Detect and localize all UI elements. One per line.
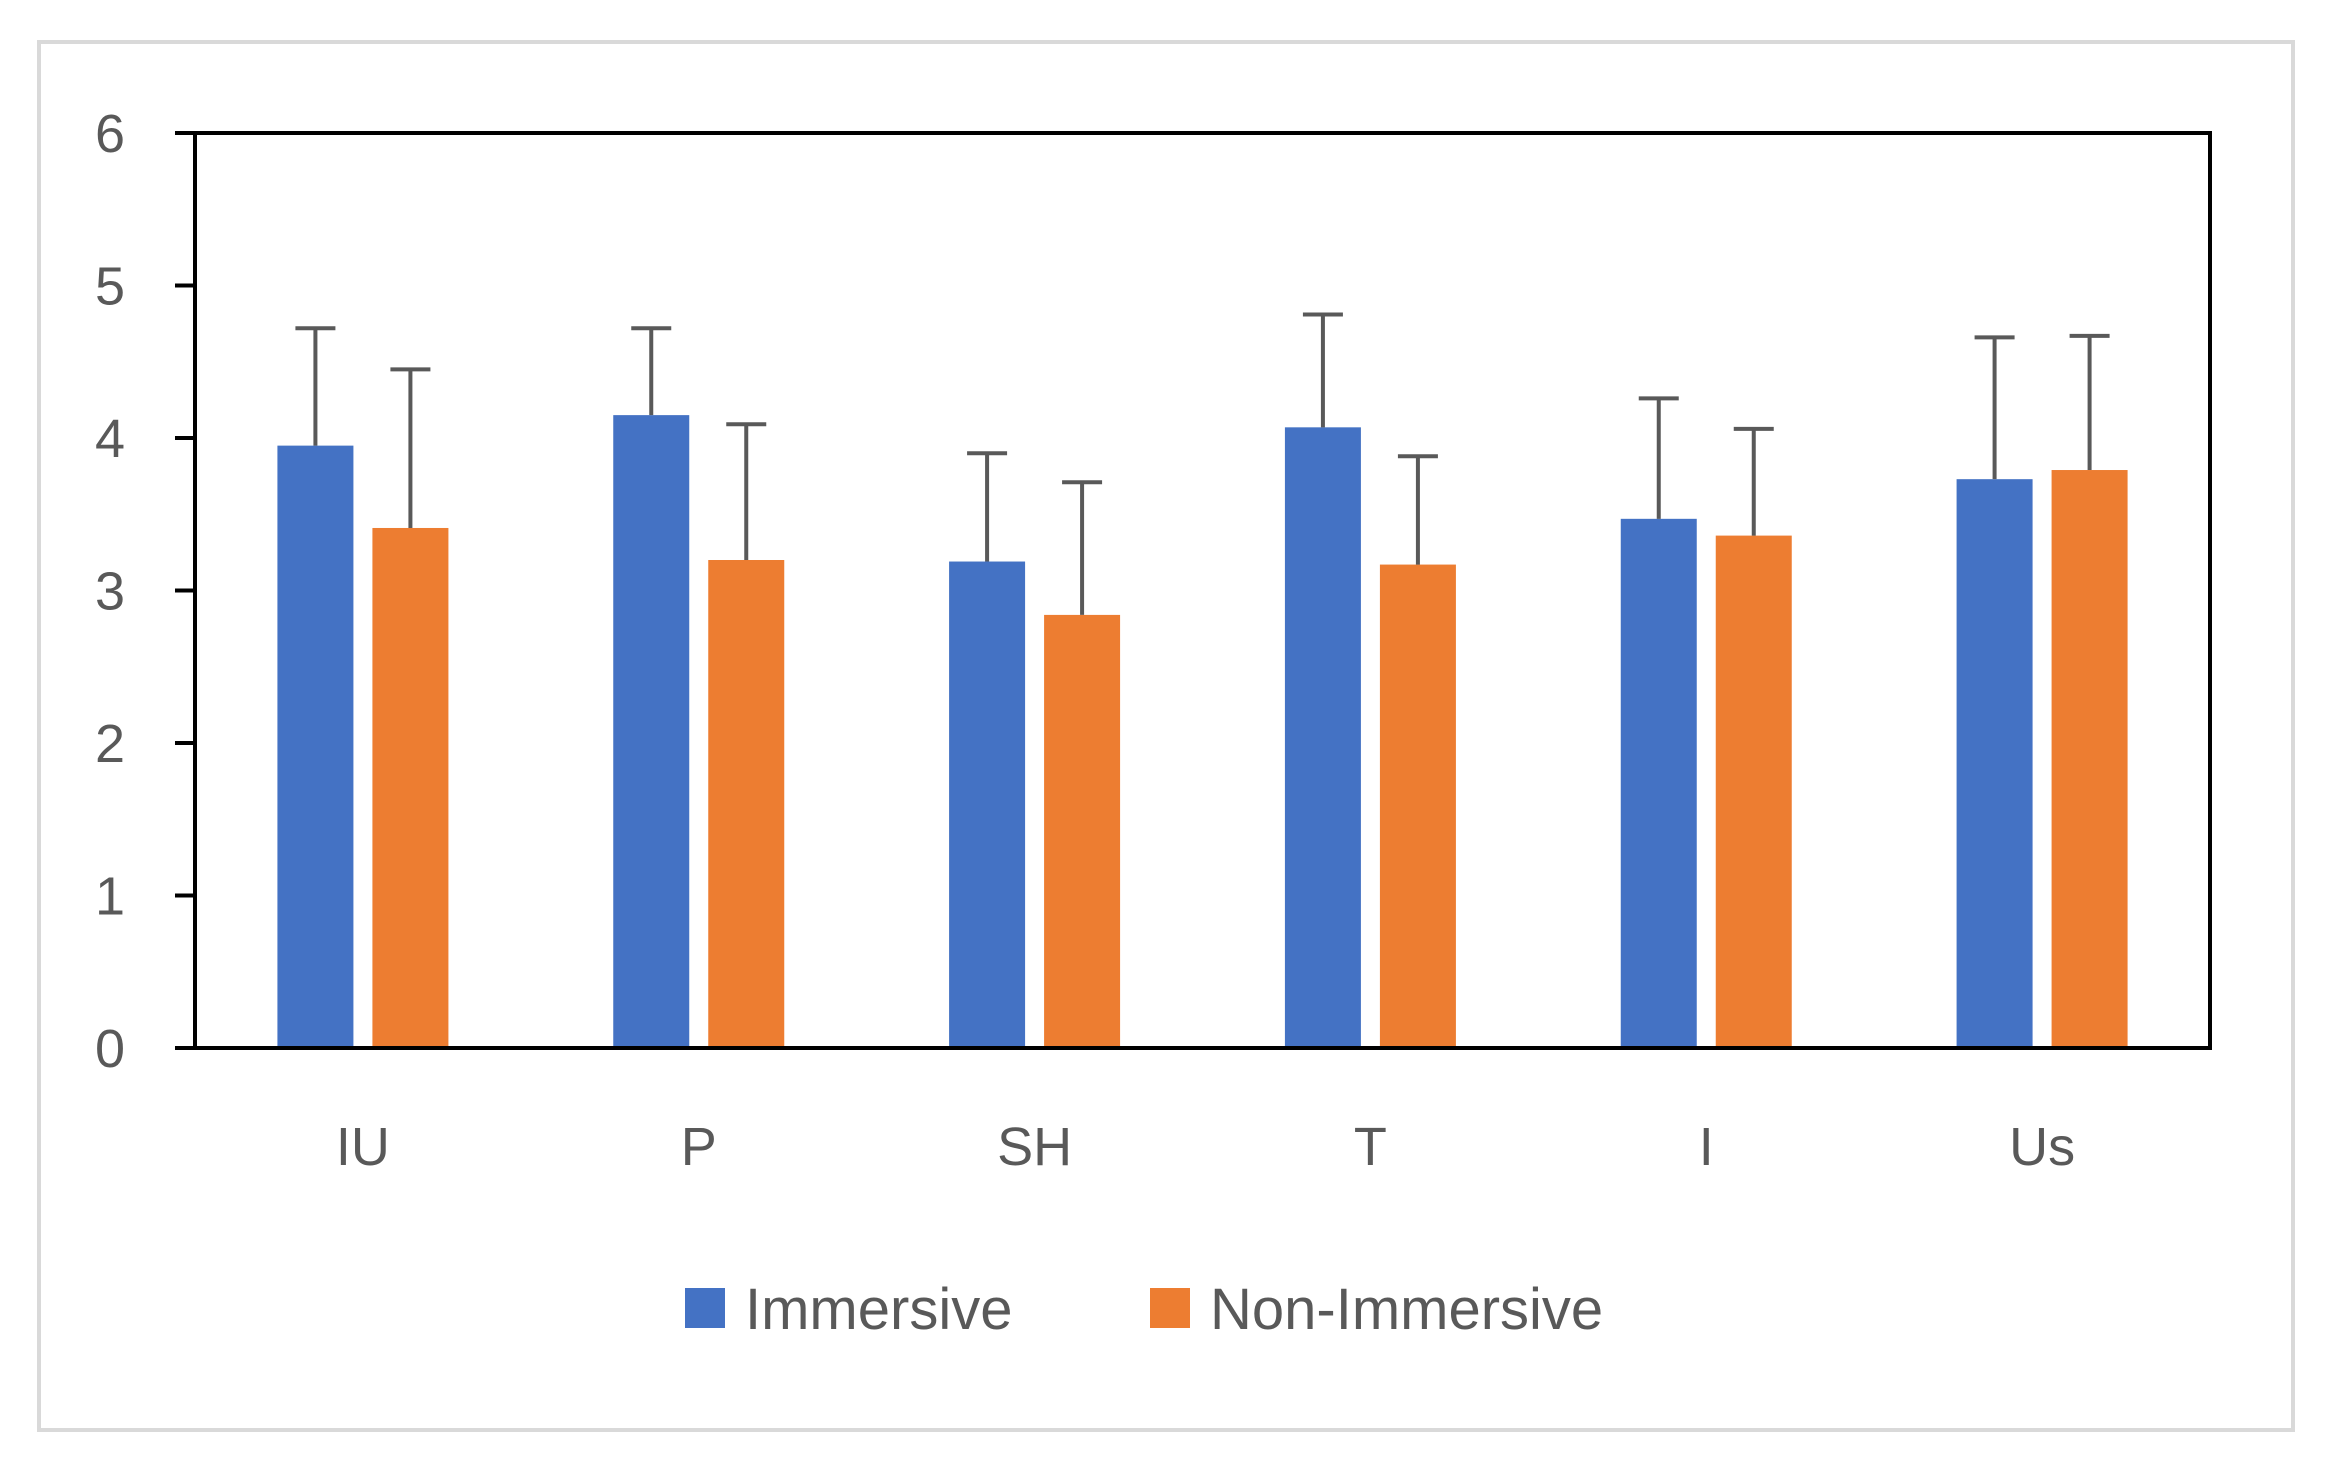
y-tick-label: 4 xyxy=(95,409,125,469)
y-tick-label: 2 xyxy=(95,714,125,774)
x-category-label: IU xyxy=(336,1117,390,1177)
plot-border xyxy=(193,131,2212,1050)
bar-non-immersive-t xyxy=(1379,564,1456,1048)
y-tick-label: 6 xyxy=(95,104,125,164)
y-axis-ticks: 0 1 2 3 4 5 6 xyxy=(95,104,195,1079)
legend-label: Non-Immersive xyxy=(1210,1277,1603,1342)
bar-immersive-i xyxy=(1620,518,1697,1048)
plot-area-border xyxy=(193,131,2212,1050)
bar-non-immersive-i xyxy=(1715,535,1792,1048)
legend: Immersive Non-Immersive xyxy=(685,1277,1603,1342)
legend-label: Immersive xyxy=(745,1277,1012,1342)
x-category-label: T xyxy=(1354,1117,1387,1177)
x-category-label: Us xyxy=(2009,1117,2075,1177)
x-category-label: P xyxy=(681,1117,717,1177)
bar-non-immersive-us xyxy=(2051,470,2128,1048)
bar-non-immersive-sh xyxy=(1044,614,1121,1048)
bar-immersive-us xyxy=(1956,479,2033,1048)
bar-immersive-sh xyxy=(949,561,1026,1048)
error-bars xyxy=(295,312,2110,615)
x-axis-categories: IU P SH T I Us xyxy=(336,1117,2075,1177)
y-tick-label: 3 xyxy=(95,562,125,622)
bar-non-immersive-iu xyxy=(372,527,449,1048)
bar-immersive-iu xyxy=(277,445,354,1048)
y-tick-label: 0 xyxy=(95,1019,125,1079)
bars xyxy=(277,415,2128,1048)
bar-non-immersive-p xyxy=(708,560,785,1048)
bar-immersive-p xyxy=(613,415,690,1048)
y-tick-label: 1 xyxy=(95,867,125,927)
bar-immersive-t xyxy=(1284,427,1361,1048)
y-tick-label: 5 xyxy=(95,257,125,317)
x-category-label: I xyxy=(1699,1117,1714,1177)
legend-swatch xyxy=(685,1288,725,1328)
legend-swatch xyxy=(1150,1288,1190,1328)
x-category-label: SH xyxy=(997,1117,1072,1177)
